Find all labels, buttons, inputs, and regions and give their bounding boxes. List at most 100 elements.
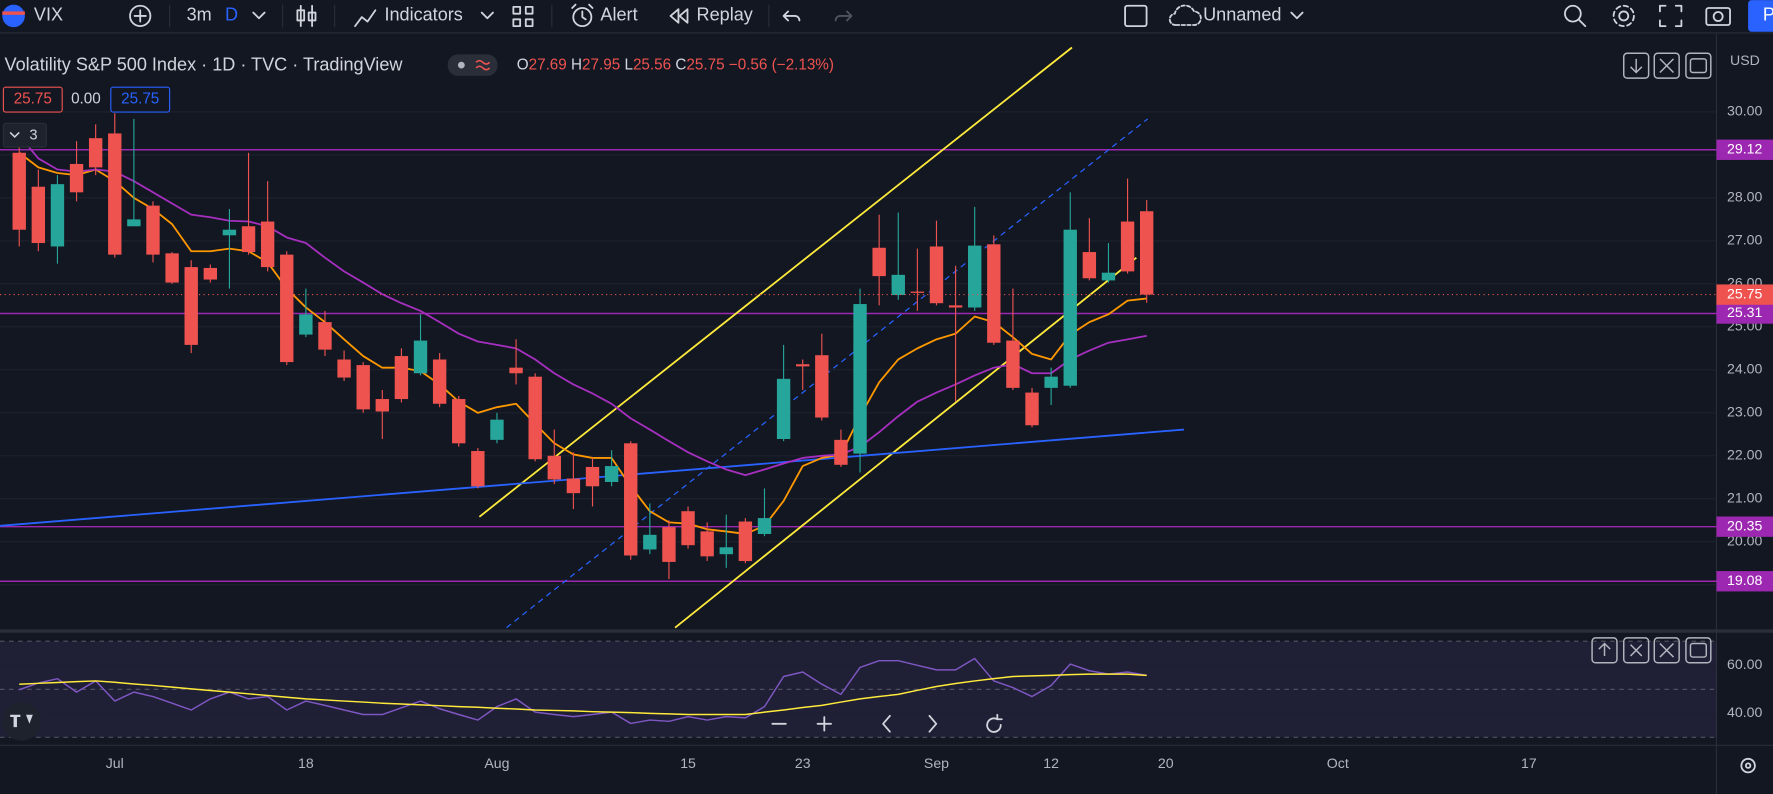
candle-body	[681, 511, 695, 546]
symbol-flag[interactable]	[2, 4, 25, 28]
y-tick-label: 60.00	[1727, 656, 1762, 672]
move-up[interactable]	[1591, 637, 1618, 664]
y-tick-label: 22.00	[1727, 446, 1762, 462]
interval-menu[interactable]	[252, 11, 266, 20]
candle-body	[165, 253, 179, 283]
x-tick-label: Oct	[1327, 755, 1349, 771]
candle-body	[471, 451, 485, 487]
remove-pane[interactable]	[1623, 637, 1650, 664]
pane-controls	[2, 52, 1756, 774]
indicators-toggle[interactable]	[2, 122, 47, 148]
candle-body	[50, 184, 65, 247]
candle-body	[509, 367, 523, 374]
zoom-buttons[interactable]	[771, 716, 832, 732]
candle-body	[1101, 272, 1116, 281]
alert-hands	[571, 3, 594, 21]
snapshot[interactable]	[1705, 7, 1731, 26]
collapse[interactable]	[1653, 637, 1680, 664]
candle-body	[662, 527, 676, 562]
visibility-pill[interactable]	[447, 54, 498, 76]
chevron	[9, 131, 20, 139]
undo[interactable]	[782, 10, 801, 22]
price-label: 20.35	[1727, 517, 1762, 533]
candle-body	[776, 378, 791, 440]
interval[interactable]: 3m	[187, 5, 212, 25]
price-label-box	[1716, 139, 1773, 160]
candle-body	[452, 399, 466, 444]
y-tick-label: 23.00	[1727, 404, 1762, 420]
layout-toggle[interactable]	[1124, 4, 1148, 28]
candle-body	[1044, 376, 1058, 388]
candle-body	[280, 254, 294, 363]
icon	[1630, 644, 1643, 657]
add-symbol[interactable]	[129, 4, 152, 28]
publish[interactable]: P	[1763, 5, 1773, 25]
candle-body	[88, 138, 103, 168]
search[interactable]	[1564, 4, 1582, 23]
candle-body	[624, 443, 638, 556]
indicators[interactable]: Indicators	[384, 5, 462, 25]
candle-body	[700, 531, 714, 557]
indicators-menu[interactable]	[480, 11, 494, 20]
candle-body	[413, 340, 428, 374]
x-tick-label: 15	[680, 755, 696, 771]
currency[interactable]: USD	[1730, 52, 1760, 68]
symbol[interactable]: VIX	[34, 5, 63, 25]
fullscreen[interactable]	[1659, 4, 1683, 28]
alert[interactable]: Alert	[600, 5, 637, 25]
x-tick-label: Aug	[484, 755, 509, 771]
y-tick-label: 28.00	[1727, 189, 1762, 205]
candle-body	[490, 419, 504, 440]
y-tick-label: 27.00	[1727, 232, 1762, 248]
candle-body	[356, 365, 370, 410]
templates-icon[interactable]	[512, 5, 534, 28]
x-tick-label: 12	[1043, 755, 1059, 771]
trend-line	[478, 46, 1073, 518]
rsi-pane	[0, 640, 1717, 738]
tv-logo[interactable]	[2, 702, 41, 741]
value-box	[110, 86, 171, 113]
maximize[interactable]	[1685, 52, 1712, 79]
y-tick-label: 30.00	[1727, 103, 1762, 119]
axis-settings[interactable]	[1740, 757, 1756, 774]
candle-body	[108, 133, 122, 255]
candle-body	[528, 376, 542, 460]
maximize[interactable]	[1685, 637, 1712, 664]
layout-name[interactable]: Unnamed	[1203, 5, 1281, 25]
replay[interactable]: Replay	[697, 5, 753, 25]
candle-body	[853, 304, 867, 454]
candle-body	[968, 245, 982, 308]
move-down[interactable]	[1623, 52, 1650, 79]
indicator-line	[18, 657, 1147, 725]
redo[interactable]	[834, 10, 853, 22]
alert-icon[interactable]	[572, 7, 593, 28]
collapse[interactable]	[1653, 52, 1680, 79]
price-label-box	[1716, 571, 1773, 592]
candle-body	[203, 267, 218, 280]
settings[interactable]	[1618, 10, 1630, 22]
candle-body	[337, 359, 351, 378]
x-tick-label: Jul	[106, 755, 124, 771]
price-label: 29.12	[1727, 141, 1762, 157]
candle-body	[1006, 340, 1020, 388]
scroll-buttons[interactable]	[882, 714, 938, 733]
reset-button[interactable]	[986, 713, 1003, 733]
moving-average	[18, 152, 1147, 535]
candles-icon[interactable]	[296, 4, 317, 28]
price-label: 25.31	[1727, 304, 1762, 320]
layout-menu[interactable]	[1290, 11, 1304, 20]
icon	[1659, 642, 1675, 658]
candle-body	[260, 221, 275, 268]
candle-body	[1120, 221, 1135, 272]
candle-body	[375, 399, 389, 412]
icon	[1630, 58, 1643, 74]
publish-button[interactable]	[1748, 0, 1773, 32]
icon	[1689, 58, 1708, 74]
chart-style[interactable]: D	[225, 5, 238, 25]
y-tick-label: 40.00	[1727, 704, 1762, 720]
indicators-icon[interactable]	[354, 9, 377, 28]
replay-icon[interactable]	[669, 8, 689, 24]
